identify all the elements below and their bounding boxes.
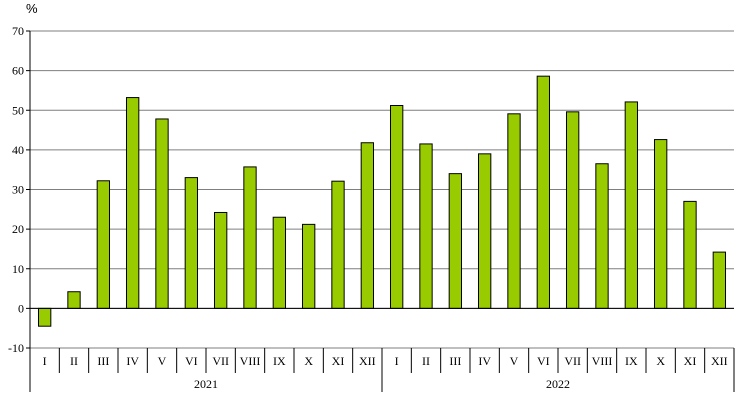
bar xyxy=(624,101,638,309)
y-axis-ticks: -10 0 10 20 30 40 50 60 70 xyxy=(8,24,30,355)
bar xyxy=(478,153,492,309)
y-tick-label: 40 xyxy=(12,143,24,157)
x-tick-label: IV xyxy=(478,354,491,368)
x-tick-label: I xyxy=(395,354,399,368)
x-tick-label: XII xyxy=(359,354,376,368)
y-tick-label: 10 xyxy=(12,262,24,276)
bar xyxy=(536,75,550,309)
x-tick-label: I xyxy=(43,354,47,368)
x-tick-label: V xyxy=(510,354,519,368)
bar xyxy=(683,200,697,309)
x-tick-label: V xyxy=(158,354,167,368)
x-tick-label: X xyxy=(304,354,313,368)
x-tick-label: III xyxy=(97,354,109,368)
x-tick-label: XI xyxy=(684,354,697,368)
bar xyxy=(654,139,668,309)
bar xyxy=(712,251,726,309)
x-tick-label: VII xyxy=(212,354,229,368)
x-tick-label: IV xyxy=(126,354,139,368)
bar xyxy=(390,104,404,309)
bar xyxy=(184,177,198,309)
y-tick-label: 60 xyxy=(12,64,24,78)
y-axis-unit-label: % xyxy=(26,1,38,16)
bar xyxy=(38,307,52,327)
bars xyxy=(38,75,726,327)
bar xyxy=(96,180,110,309)
year-label: 2022 xyxy=(546,377,570,391)
bar xyxy=(507,113,521,309)
bar xyxy=(331,180,345,309)
y-tick-label: -10 xyxy=(8,341,24,355)
x-tick-label: III xyxy=(449,354,461,368)
bar xyxy=(214,211,228,309)
y-tick-label: 30 xyxy=(12,183,24,197)
x-axis-ticks: I II III IV V VI VII VIII IX X XI XII I II III IV V VI VII… xyxy=(29,348,735,392)
y-tick-label: 20 xyxy=(12,222,24,236)
x-tick-label: VII xyxy=(564,354,581,368)
x-tick-label: II xyxy=(422,354,430,368)
x-tick-label: II xyxy=(70,354,78,368)
x-tick-label: VI xyxy=(537,354,550,368)
x-tick-label: X xyxy=(656,354,665,368)
x-tick-label: IX xyxy=(625,354,638,368)
y-tick-label: 50 xyxy=(12,103,24,117)
bar xyxy=(67,291,81,309)
x-tick-label: VIII xyxy=(592,354,613,368)
x-tick-label: VIII xyxy=(240,354,261,368)
bar xyxy=(566,111,580,309)
bar xyxy=(126,97,140,309)
x-tick-label: IX xyxy=(273,354,286,368)
bar xyxy=(243,166,257,309)
y-tick-label: 70 xyxy=(12,24,24,38)
axes xyxy=(29,31,734,348)
x-tick-label: VI xyxy=(185,354,198,368)
bar xyxy=(155,118,169,309)
bar xyxy=(448,173,462,309)
bar xyxy=(272,216,286,309)
year-label: 2021 xyxy=(194,377,218,391)
y-tick-label: 0 xyxy=(18,301,24,315)
x-tick-label: XII xyxy=(711,354,728,368)
x-tick-label: XI xyxy=(332,354,345,368)
bar xyxy=(360,142,374,309)
bar xyxy=(302,223,316,309)
bar xyxy=(419,143,433,309)
bar xyxy=(595,163,609,309)
